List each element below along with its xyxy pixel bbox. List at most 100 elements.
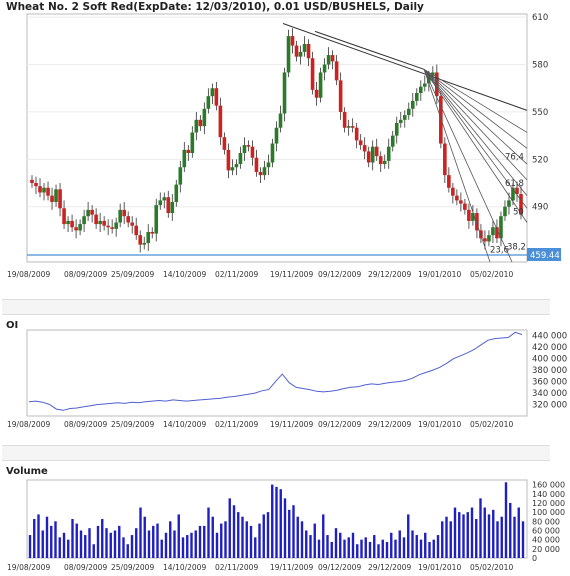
candle-body <box>334 61 339 81</box>
volume-bar <box>105 528 108 558</box>
volume-bar <box>96 525 100 558</box>
volume-bar <box>415 535 418 558</box>
price-date-label: 09/12/2009 <box>318 270 361 279</box>
candle-body <box>290 36 295 46</box>
candle-body <box>226 149 231 171</box>
candle-body <box>282 72 287 114</box>
volume-bar <box>28 535 32 558</box>
fan-level-label: 61,8 <box>505 179 524 189</box>
fan-line <box>423 69 528 209</box>
volume-bar <box>458 512 461 558</box>
volume-bar <box>228 498 231 558</box>
volume-bar <box>109 532 112 558</box>
candle-body <box>138 235 143 245</box>
candle-body <box>102 220 106 226</box>
volume-bar <box>496 521 499 558</box>
candle-body <box>166 197 171 214</box>
volume-bar <box>521 521 525 558</box>
fan-line <box>423 68 528 165</box>
volume-bar <box>330 541 333 558</box>
volume-bar <box>317 539 321 558</box>
volume-bar <box>351 532 355 558</box>
candle-body <box>78 224 82 231</box>
oi-axis-tick-label: 400 000 <box>532 355 567 365</box>
price-plot-frame <box>26 13 528 263</box>
volume-bar <box>241 516 244 558</box>
volume-bar <box>381 539 384 558</box>
price-axis-tick-label: 580 <box>532 61 548 71</box>
fan-level-label: 23,6 <box>490 246 509 256</box>
oi-date-label: 09/12/2009 <box>318 420 361 429</box>
volume-bar <box>211 516 214 558</box>
candle-body <box>306 44 311 59</box>
candle-body <box>398 119 403 123</box>
candle-body <box>54 189 58 202</box>
volume-bar <box>245 521 248 558</box>
volume-bar <box>292 505 295 558</box>
oi-date-label: 19/01/2010 <box>418 420 461 429</box>
volume-date-label: 25/09/2009 <box>111 563 154 572</box>
candle-body <box>382 160 387 165</box>
volume-bar <box>143 516 146 558</box>
candle-body <box>266 162 271 168</box>
candle-body <box>270 143 275 163</box>
candle-body <box>50 195 54 202</box>
candle-body <box>423 83 427 87</box>
price-date-label: 02/11/2009 <box>215 270 258 279</box>
oi-date-label: 19/08/2009 <box>7 420 50 429</box>
volume-bar <box>339 532 342 558</box>
volume-bar <box>283 498 287 558</box>
candle-body <box>358 140 363 146</box>
candle-body <box>410 100 415 109</box>
oi-date-label: 14/10/2009 <box>163 420 206 429</box>
volume-bar <box>249 525 253 558</box>
candle-body <box>170 201 175 214</box>
fan-trendline-1 <box>282 23 528 111</box>
volume-bar <box>509 502 512 558</box>
fan-level-label: 38,2 <box>507 242 526 252</box>
candle-body <box>487 235 491 242</box>
volume-axis-tick-label: 20 000 <box>532 545 560 554</box>
fan-trendline-2 <box>314 30 425 70</box>
volume-bar <box>262 514 265 558</box>
volume-bar <box>428 541 431 558</box>
volume-bar <box>309 535 312 558</box>
volume-bar <box>160 539 163 558</box>
candle-body <box>262 167 267 176</box>
volume-bar <box>432 539 435 558</box>
volume-bar <box>475 519 478 558</box>
candle-body <box>238 153 243 165</box>
volume-bar <box>92 544 95 558</box>
candle-body <box>194 119 199 133</box>
oi-axis-tick-label: 340 000 <box>532 389 567 399</box>
volume-bar <box>390 532 393 558</box>
volume-bar <box>424 532 427 558</box>
volume-bar <box>360 539 363 558</box>
oi-axis-tick-label: 360 000 <box>532 378 567 388</box>
candle-body <box>370 146 375 163</box>
volume-bar <box>194 530 197 558</box>
volume-axis-tick-label: 40 000 <box>532 536 560 545</box>
volume-bar <box>75 523 78 558</box>
price-date-label: 25/09/2009 <box>111 270 154 279</box>
fan-level-label: 50 <box>513 208 524 218</box>
candle-body <box>218 105 223 138</box>
candle-body <box>146 231 151 244</box>
volume-bar <box>50 525 53 558</box>
candle-body <box>503 206 507 217</box>
candle-body <box>294 45 299 57</box>
volume-bar <box>54 521 57 558</box>
candle-body <box>302 44 307 52</box>
volume-date-label: 09/12/2009 <box>318 563 361 572</box>
candle-body <box>186 149 191 154</box>
oi-date-label: 19/11/2009 <box>270 420 313 429</box>
volume-date-label: 08/09/2009 <box>64 563 107 572</box>
volume-bar <box>398 530 401 558</box>
candle-body <box>455 195 459 201</box>
volume-bar <box>445 516 448 558</box>
volume-date-label: 19/11/2009 <box>270 563 313 572</box>
volume-date-label: 14/10/2009 <box>163 563 206 572</box>
candle-body <box>378 156 383 165</box>
candle-body <box>346 126 351 128</box>
